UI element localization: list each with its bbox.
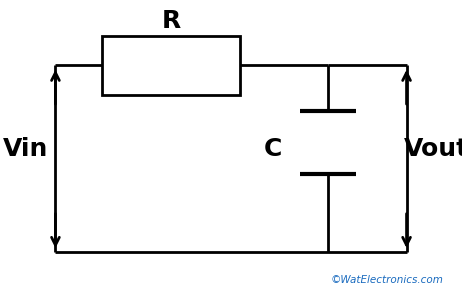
Text: ©WatElectronics.com: ©WatElectronics.com [331,275,444,285]
Bar [102,36,240,95]
Text: C: C [263,137,282,160]
Text: R: R [161,9,181,33]
Text: Vin: Vin [3,137,48,160]
Text: Vout: Vout [404,137,462,160]
